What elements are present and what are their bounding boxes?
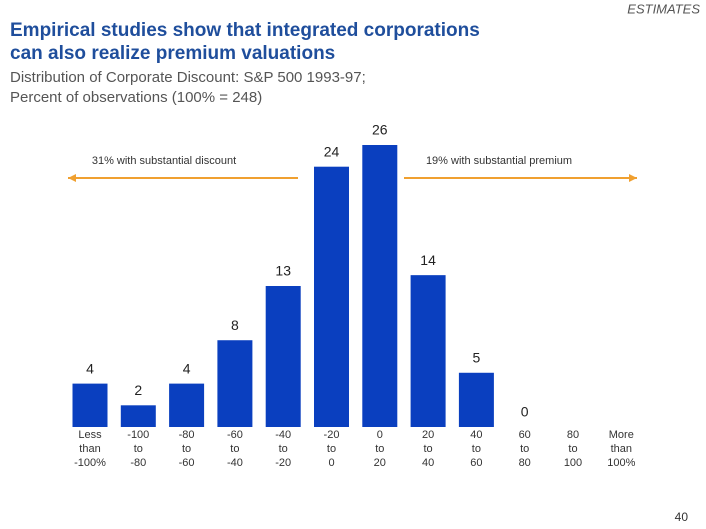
x-tick-label: -80 — [130, 457, 146, 469]
x-tick-label: to — [230, 443, 239, 455]
value-label: 13 — [275, 263, 291, 279]
estimates-tag: ESTIMATES — [627, 1, 700, 16]
x-tick-label: to — [327, 443, 336, 455]
x-tick-label: -20 — [324, 429, 340, 441]
x-tick-label: 60 — [470, 457, 482, 469]
annotation: 19% with substantial premium — [426, 155, 572, 167]
x-tick-label: to — [424, 443, 433, 455]
subtitle-line: Distribution of Corporate Discount: S&P … — [10, 69, 366, 86]
x-tick-label: to — [375, 443, 384, 455]
arrow-head — [629, 174, 637, 182]
value-label: 26 — [372, 122, 388, 138]
x-tick-label: 60 — [519, 429, 531, 441]
title-line: Empirical studies show that integrated c… — [10, 20, 480, 41]
bar — [120, 405, 156, 427]
x-tick-label: than — [79, 443, 100, 455]
x-tick-label: -20 — [275, 457, 291, 469]
value-label: 2 — [134, 382, 142, 398]
bar — [265, 286, 301, 427]
x-tick-label: -60 — [227, 429, 243, 441]
x-tick-label: 40 — [470, 429, 482, 441]
subtitle-line: Percent of observations (100% = 248) — [10, 89, 262, 106]
x-tick-label: -100% — [74, 457, 106, 469]
x-tick-label: to — [568, 443, 577, 455]
x-tick-label: 0 — [328, 457, 334, 469]
bar — [410, 275, 446, 427]
x-tick-label: 0 — [377, 429, 383, 441]
x-tick-label: -80 — [179, 429, 195, 441]
x-tick-label: 20 — [374, 457, 386, 469]
x-tick-label: -40 — [227, 457, 243, 469]
bar — [314, 166, 349, 427]
page-number: 40 — [675, 510, 689, 524]
value-label: 14 — [420, 252, 436, 268]
value-label: 4 — [86, 360, 94, 376]
value-label: 5 — [473, 349, 481, 365]
value-label: 4 — [183, 360, 191, 376]
x-tick-label: -100 — [127, 429, 149, 441]
annotation: 31% with substantial discount — [92, 155, 236, 167]
x-tick-label: 80 — [519, 457, 531, 469]
x-tick-label: -40 — [275, 429, 291, 441]
arrow-head — [68, 174, 76, 182]
x-tick-label: Less — [78, 429, 102, 441]
bar — [72, 383, 108, 427]
bar — [169, 383, 205, 427]
x-tick-label: -60 — [179, 457, 195, 469]
x-tick-label: than — [611, 443, 632, 455]
value-label: 24 — [324, 143, 340, 159]
x-tick-label: to — [472, 443, 481, 455]
x-tick-label: 100% — [607, 457, 635, 469]
x-tick-label: 100 — [564, 457, 582, 469]
x-tick-label: More — [609, 429, 634, 441]
bar — [458, 372, 494, 427]
x-tick-label: 40 — [422, 457, 434, 469]
bar — [362, 145, 398, 427]
value-label: 0 — [521, 404, 529, 420]
x-tick-label: to — [134, 443, 143, 455]
title-line: can also realize premium valuations — [10, 43, 335, 64]
x-tick-label: 20 — [422, 429, 434, 441]
x-tick-label: to — [520, 443, 529, 455]
x-tick-label: to — [182, 443, 191, 455]
bar — [217, 340, 253, 427]
x-tick-label: to — [279, 443, 288, 455]
x-tick-label: 80 — [567, 429, 579, 441]
value-label: 8 — [231, 317, 239, 333]
